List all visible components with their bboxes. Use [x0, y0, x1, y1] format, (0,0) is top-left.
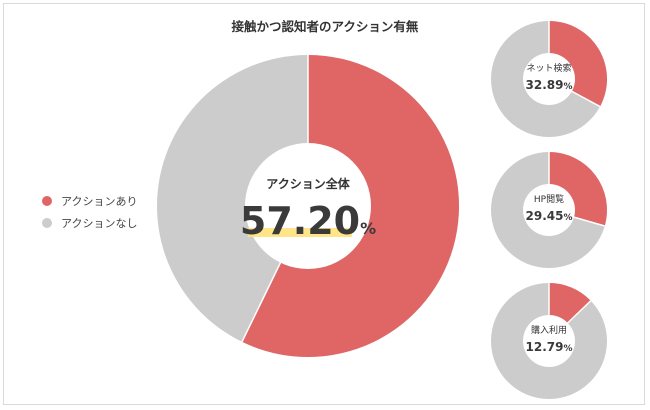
chart-title: 接触かつ認知者のアクション有無 [231, 19, 419, 34]
legend-swatch-no [42, 218, 52, 228]
donut-2-label: HP閲覧 [534, 193, 564, 205]
legend-swatch-yes [42, 196, 52, 206]
donut-1-label: ネット検索 [526, 62, 571, 74]
donut-0-unit: % [360, 219, 376, 238]
legend-item-yes: アクションあり [42, 190, 137, 212]
donut-0-highlight [248, 228, 352, 237]
donut-3-value: 12.79% [526, 340, 573, 354]
donut-3-hole [523, 315, 575, 367]
donut-2-value: 29.45% [526, 209, 573, 223]
legend-item-no: アクションなし [42, 212, 137, 234]
legend: アクションあり アクションなし [42, 190, 137, 234]
legend-label-yes: アクションあり [61, 195, 138, 208]
donut-0-value: 57.20% [240, 199, 376, 243]
donut-3-label: 購入利用 [531, 324, 567, 336]
donut-3-unit: % [563, 344, 572, 354]
donut-2-unit: % [563, 213, 572, 223]
legend-label-no: アクションなし [61, 217, 138, 230]
donut-1-value: 32.89% [526, 78, 573, 92]
donut-0-label: アクション全体 [266, 176, 350, 191]
donut-1-unit: % [563, 82, 572, 92]
donut-1-hole [523, 53, 575, 105]
donut-0-hole [245, 143, 371, 269]
donut-2-hole [523, 184, 575, 236]
